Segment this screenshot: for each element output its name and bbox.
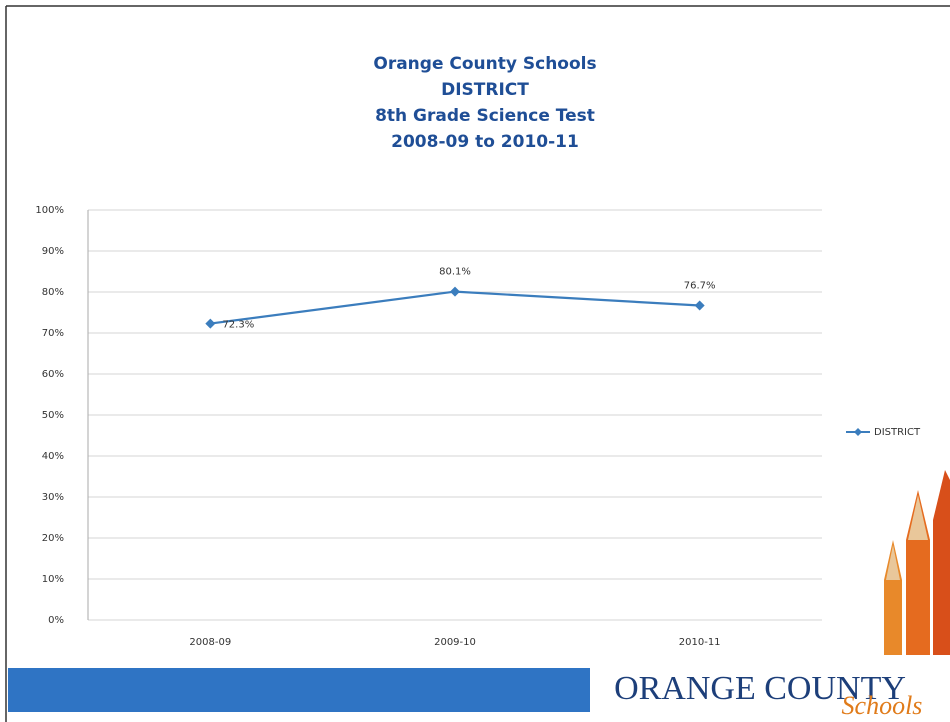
y-tick-label: 30% bbox=[42, 492, 64, 503]
chart-title: DISTRICT bbox=[441, 80, 529, 100]
y-tick-label: 70% bbox=[42, 328, 64, 339]
y-tick-label: 90% bbox=[42, 246, 64, 257]
value-label: 76.7% bbox=[684, 281, 716, 292]
x-tick-label: 2009-10 bbox=[434, 637, 476, 648]
brand: ORANGE COUNTY bbox=[614, 670, 906, 707]
x-tick-label: 2008-09 bbox=[189, 637, 231, 648]
y-tick-label: 0% bbox=[48, 615, 64, 626]
marker bbox=[205, 318, 216, 329]
legend-label: DISTRICT bbox=[874, 427, 921, 438]
x-tick-label: 2010-11 bbox=[679, 637, 721, 648]
pencils bbox=[884, 470, 950, 655]
y-tick-label: 50% bbox=[42, 410, 64, 421]
y-tick-label: 10% bbox=[42, 574, 64, 585]
marker bbox=[694, 300, 705, 311]
y-tick-label: 100% bbox=[35, 205, 64, 216]
brand-sub: Schools bbox=[842, 691, 923, 720]
value-label: 80.1% bbox=[439, 267, 471, 278]
y-tick-label: 20% bbox=[42, 533, 64, 544]
value-label: 72.3% bbox=[222, 320, 254, 331]
marker bbox=[450, 286, 460, 297]
chart-title: Orange County Schools bbox=[373, 54, 596, 74]
y-tick-label: 80% bbox=[42, 287, 64, 298]
chart-title: 8th Grade Science Test bbox=[375, 106, 595, 126]
y-tick-label: 40% bbox=[42, 451, 64, 462]
y-tick-label: 60% bbox=[42, 369, 64, 380]
legend-marker bbox=[854, 428, 862, 436]
chart-title: 2008-09 to 2010-11 bbox=[391, 132, 579, 152]
footer-band bbox=[8, 668, 590, 712]
